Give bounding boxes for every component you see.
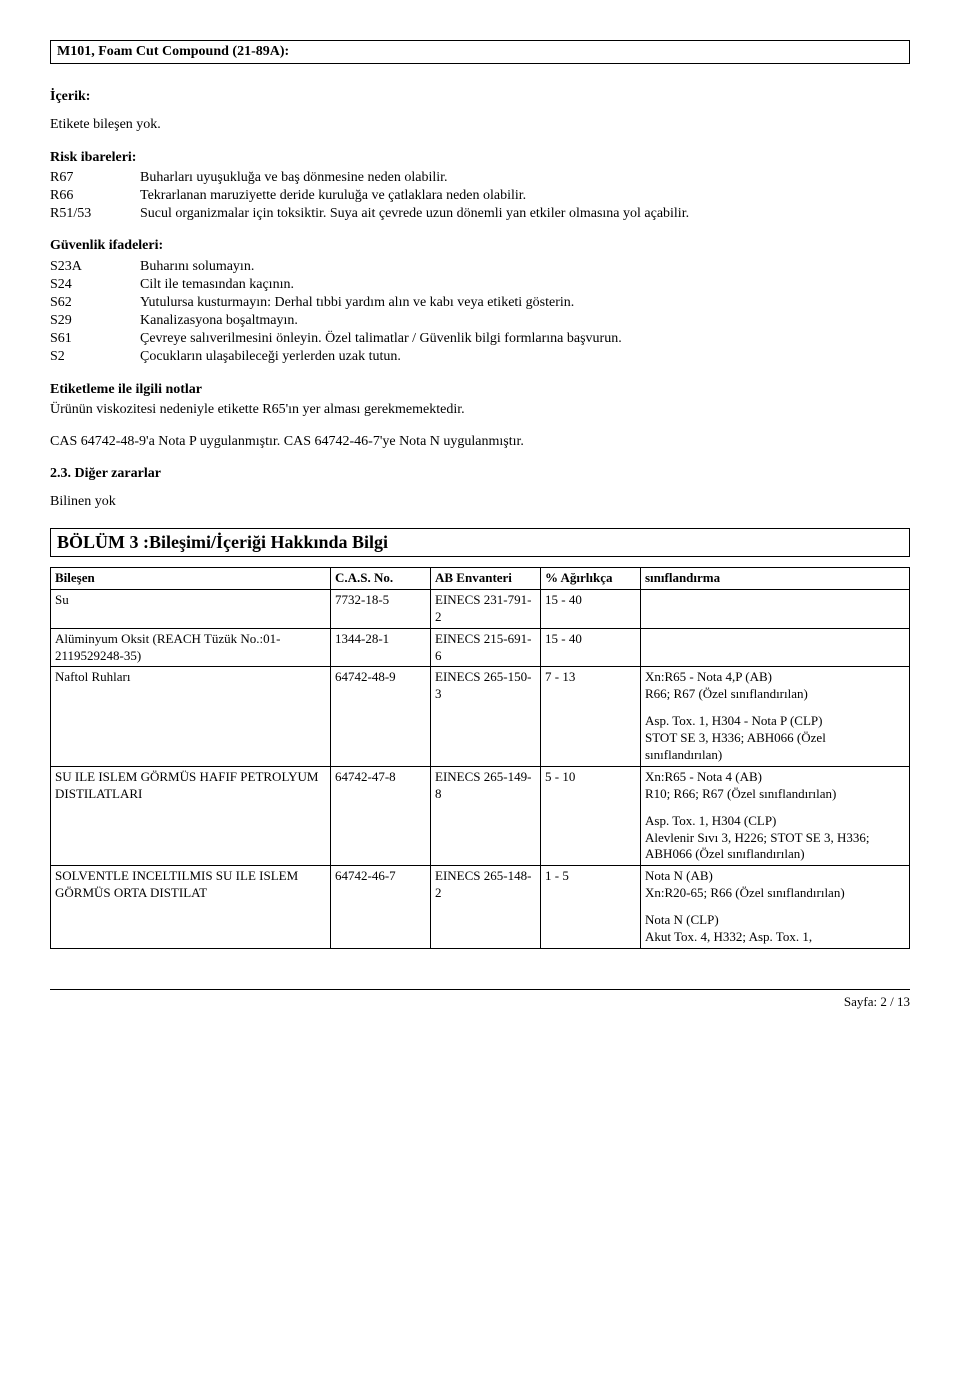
code-text: Kanalizasyona boşaltmayın. [140, 312, 910, 330]
table-row: Alüminyum Oksit (REACH Tüzük No.:01-2119… [51, 628, 910, 667]
guvenlik-rows: S23ABuharını solumayın.S24Cilt ile temas… [50, 258, 910, 367]
title-box: M101, Foam Cut Compound (21-89A): [50, 40, 910, 64]
cell-comp: SOLVENTLE INCELTILMIS SU ILE ISLEM GÖRMÜ… [51, 866, 331, 949]
table-header-row: Bileşen C.A.S. No. AB Envanteri % Ağırlı… [51, 567, 910, 589]
cell-pct: 1 - 5 [541, 866, 641, 949]
cell-class: Xn:R65 - Nota 4,P (AB)R66; R67 (Özel sın… [641, 667, 910, 766]
cell-ab: EINECS 265-148-2 [431, 866, 541, 949]
cell-ab: EINECS 215-691-6 [431, 628, 541, 667]
cell-class: Nota N (AB)Xn:R20-65; R66 (Özel sınıflan… [641, 866, 910, 949]
code-text: Buharını solumayın. [140, 258, 910, 276]
page-number: Sayfa: 2 / 13 [844, 994, 910, 1009]
cell-class [641, 589, 910, 628]
code-label: S62 [50, 294, 140, 312]
code-text: Yutulursa kusturmayın: Derhal tıbbi yard… [140, 294, 910, 312]
page-footer: Sayfa: 2 / 13 [50, 989, 910, 1011]
code-row: R51/53Sucul organizmalar için toksiktir.… [50, 205, 910, 223]
code-label: R66 [50, 187, 140, 205]
bolum3-box: BÖLÜM 3 :Bileşimi/İçeriği Hakkında Bilgi [50, 528, 910, 557]
cell-pct: 15 - 40 [541, 628, 641, 667]
class-line: STOT SE 3, H336; ABH066 (Özel sınıflandı… [645, 730, 905, 764]
class-line: Xn:R65 - Nota 4,P (AB) [645, 669, 905, 686]
class-line: Nota N (CLP) [645, 912, 905, 929]
code-label: R51/53 [50, 205, 140, 223]
class-line: Xn:R65 - Nota 4 (AB) [645, 769, 905, 786]
icerik-label: İçerik: [50, 88, 910, 106]
code-label: S23A [50, 258, 140, 276]
class-line: Xn:R20-65; R66 (Özel sınıflandırılan) [645, 885, 905, 902]
cell-ab: EINECS 265-149-8 [431, 766, 541, 865]
th-cas: C.A.S. No. [331, 567, 431, 589]
code-row: S62Yutulursa kusturmayın: Derhal tıbbi y… [50, 294, 910, 312]
code-text: Tekrarlanan maruziyette deride kuruluğa … [140, 187, 910, 205]
guvenlik-label: Güvenlik ifadeleri: [50, 237, 910, 255]
cas-note: CAS 64742-48-9'a Nota P uygulanmıştır. C… [50, 433, 910, 451]
etiketleme-text: Ürünün viskozitesi nedeniyle etikette R6… [50, 401, 910, 419]
code-row: R67Buharları uyuşukluğa ve baş dönmesine… [50, 169, 910, 187]
code-row: S24Cilt ile temasından kaçının. [50, 276, 910, 294]
th-comp: Bileşen [51, 567, 331, 589]
cell-cas: 64742-46-7 [331, 866, 431, 949]
th-class: sınıflandırma [641, 567, 910, 589]
cell-pct: 15 - 40 [541, 589, 641, 628]
class-line: Asp. Tox. 1, H304 (CLP) [645, 813, 905, 830]
code-label: S2 [50, 348, 140, 366]
code-text: Sucul organizmalar için toksiktir. Suya … [140, 205, 910, 223]
class-line: Alevlenir Sıvı 3, H226; STOT SE 3, H336;… [645, 830, 905, 864]
etikete-text: Etikete bileşen yok. [50, 116, 910, 134]
code-row: S2Çocukların ulaşabileceği yerlerden uza… [50, 348, 910, 366]
class-line: R66; R67 (Özel sınıflandırılan) [645, 686, 905, 703]
cell-comp: Naftol Ruhları [51, 667, 331, 766]
diger-title: 2.3. Diğer zararlar [50, 465, 910, 483]
risk-rows: R67Buharları uyuşukluğa ve baş dönmesine… [50, 169, 910, 224]
class-line: Nota N (AB) [645, 868, 905, 885]
code-text: Cilt ile temasından kaçının. [140, 276, 910, 294]
cell-cas: 64742-47-8 [331, 766, 431, 865]
code-label: S24 [50, 276, 140, 294]
risk-label: Risk ibareleri: [50, 149, 910, 167]
title-text: M101, Foam Cut Compound (21-89A): [57, 44, 289, 59]
th-pct: % Ağırlıkça [541, 567, 641, 589]
code-row: S23ABuharını solumayın. [50, 258, 910, 276]
cell-comp: SU ILE ISLEM GÖRMÜS HAFIF PETROLYUM DIST… [51, 766, 331, 865]
code-row: R66Tekrarlanan maruziyette deride kurulu… [50, 187, 910, 205]
cell-pct: 7 - 13 [541, 667, 641, 766]
code-label: R67 [50, 169, 140, 187]
table-row: SU ILE ISLEM GÖRMÜS HAFIF PETROLYUM DIST… [51, 766, 910, 865]
cell-ab: EINECS 265-150-3 [431, 667, 541, 766]
table-row: Su7732-18-5EINECS 231-791-2 15 - 40 [51, 589, 910, 628]
table-row: Naftol Ruhları64742-48-9EINECS 265-150-3… [51, 667, 910, 766]
cell-cas: 7732-18-5 [331, 589, 431, 628]
code-text: Buharları uyuşukluğa ve baş dönmesine ne… [140, 169, 910, 187]
cell-cas: 64742-48-9 [331, 667, 431, 766]
diger-text: Bilinen yok [50, 493, 910, 511]
code-label: S61 [50, 330, 140, 348]
code-row: S61Çevreye salıverilmesini önleyin. Özel… [50, 330, 910, 348]
class-line: Akut Tox. 4, H332; Asp. Tox. 1, [645, 929, 905, 946]
cell-comp: Su [51, 589, 331, 628]
class-line: Asp. Tox. 1, H304 - Nota P (CLP) [645, 713, 905, 730]
cell-comp: Alüminyum Oksit (REACH Tüzük No.:01-2119… [51, 628, 331, 667]
code-label: S29 [50, 312, 140, 330]
cell-pct: 5 - 10 [541, 766, 641, 865]
bolum3-title: BÖLÜM 3 :Bileşimi/İçeriği Hakkında Bilgi [57, 532, 388, 552]
cell-class: Xn:R65 - Nota 4 (AB)R10; R66; R67 (Özel … [641, 766, 910, 865]
cell-ab: EINECS 231-791-2 [431, 589, 541, 628]
th-ab: AB Envanteri [431, 567, 541, 589]
code-row: S29Kanalizasyona boşaltmayın. [50, 312, 910, 330]
code-text: Çevreye salıverilmesini önleyin. Özel ta… [140, 330, 910, 348]
composition-table: Bileşen C.A.S. No. AB Envanteri % Ağırlı… [50, 567, 910, 949]
table-row: SOLVENTLE INCELTILMIS SU ILE ISLEM GÖRMÜ… [51, 866, 910, 949]
class-line: R10; R66; R67 (Özel sınıflandırılan) [645, 786, 905, 803]
cell-cas: 1344-28-1 [331, 628, 431, 667]
etiketleme-title: Etiketleme ile ilgili notlar [50, 381, 910, 399]
code-text: Çocukların ulaşabileceği yerlerden uzak … [140, 348, 910, 366]
cell-class [641, 628, 910, 667]
